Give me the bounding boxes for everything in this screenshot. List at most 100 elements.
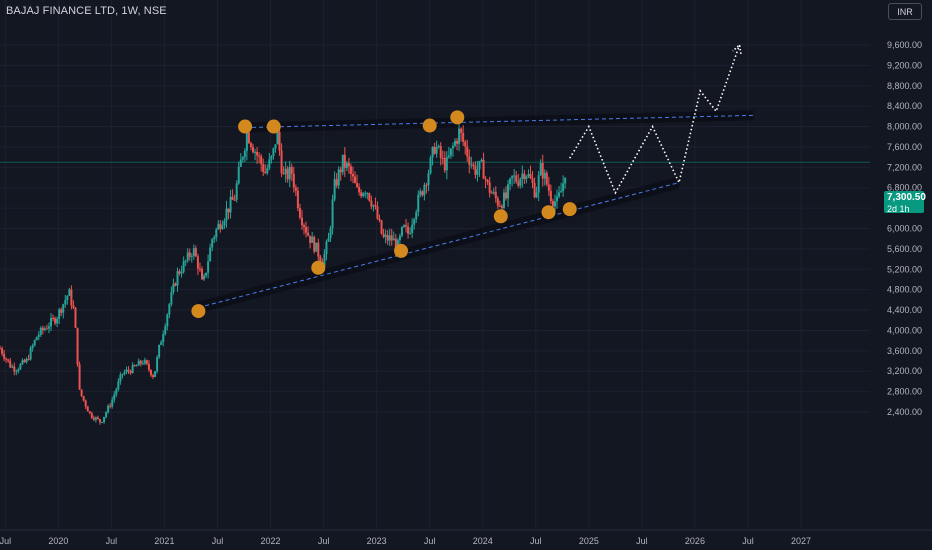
candle-body bbox=[311, 236, 314, 243]
candle-body bbox=[384, 234, 387, 237]
y-tick-label: 6,000.00 bbox=[887, 224, 922, 234]
candle-body bbox=[484, 178, 487, 180]
candle-body bbox=[558, 192, 561, 197]
candle-body bbox=[362, 193, 365, 197]
candle-body bbox=[68, 289, 71, 296]
candle-body bbox=[505, 192, 508, 199]
candle-body bbox=[286, 168, 289, 180]
candle-body bbox=[437, 146, 440, 148]
candle-body bbox=[523, 173, 526, 180]
candle-body bbox=[288, 167, 291, 180]
candle-body bbox=[176, 271, 179, 286]
projection-path bbox=[569, 43, 742, 195]
x-tick-label: Jul bbox=[742, 536, 754, 546]
candle-body bbox=[464, 141, 467, 147]
candle-body bbox=[211, 239, 214, 248]
candle-body bbox=[366, 193, 369, 195]
candle-body bbox=[482, 159, 485, 179]
candle-body bbox=[3, 353, 6, 359]
candle-body bbox=[166, 314, 169, 327]
candle-body bbox=[247, 132, 250, 144]
candle-body bbox=[178, 271, 181, 274]
candle-body bbox=[496, 198, 499, 206]
candle-body bbox=[264, 172, 267, 174]
candle-body bbox=[429, 157, 432, 174]
candle-body bbox=[88, 411, 91, 413]
peak-marker bbox=[422, 118, 437, 133]
candle-body bbox=[207, 261, 210, 273]
candle-body bbox=[329, 228, 332, 238]
candlestick-series bbox=[0, 120, 567, 425]
candle-body bbox=[70, 289, 73, 306]
candle-body bbox=[129, 371, 132, 373]
candle-body bbox=[194, 248, 197, 257]
candle-body bbox=[80, 389, 83, 397]
candle-body bbox=[164, 326, 167, 335]
candle-body bbox=[209, 247, 212, 262]
candle-body bbox=[17, 369, 20, 372]
trendlines bbox=[198, 114, 754, 308]
candle-body bbox=[309, 235, 312, 243]
candle-body bbox=[513, 175, 516, 177]
candle-body bbox=[137, 360, 140, 366]
candle-body bbox=[27, 358, 30, 360]
candle-body bbox=[101, 421, 104, 423]
candle-body bbox=[47, 326, 50, 329]
candle-body bbox=[451, 145, 454, 149]
y-tick-label: 8,800.00 bbox=[887, 81, 922, 91]
candle-body bbox=[511, 175, 514, 179]
candle-body bbox=[547, 184, 550, 191]
candle-body bbox=[431, 146, 434, 158]
candle-body bbox=[337, 169, 340, 186]
y-tick-label: 9,200.00 bbox=[887, 60, 922, 70]
lower-trendline bbox=[198, 182, 680, 308]
candle-body bbox=[280, 150, 283, 174]
x-tick-label: 2025 bbox=[579, 536, 599, 546]
candle-body bbox=[296, 190, 299, 208]
candle-body bbox=[7, 359, 10, 361]
candle-body bbox=[19, 364, 22, 370]
x-tick-label: 2023 bbox=[367, 536, 387, 546]
candle-body bbox=[188, 252, 191, 257]
candle-body bbox=[1, 348, 4, 354]
candle-body bbox=[466, 146, 469, 157]
candle-body bbox=[456, 141, 459, 144]
channel-bands bbox=[198, 110, 754, 314]
currency-button[interactable]: INR bbox=[888, 3, 922, 20]
upper-trendline bbox=[245, 114, 754, 129]
candle-body bbox=[560, 191, 563, 193]
candle-body bbox=[217, 223, 220, 230]
candle-body bbox=[50, 317, 53, 327]
candle-body bbox=[227, 208, 230, 213]
candle-body bbox=[447, 155, 450, 158]
peak-marker bbox=[266, 119, 281, 134]
x-tick-label: 2027 bbox=[791, 536, 811, 546]
candle-body bbox=[413, 219, 416, 225]
pivot-markers bbox=[191, 110, 577, 319]
candle-body bbox=[29, 348, 32, 360]
candle-body bbox=[186, 252, 189, 261]
candle-body bbox=[372, 205, 375, 207]
trough-marker bbox=[541, 205, 556, 220]
candle-body bbox=[205, 272, 208, 276]
trough-marker bbox=[562, 202, 577, 217]
x-tick-label: 2020 bbox=[48, 536, 68, 546]
y-tick-label: 8,400.00 bbox=[887, 101, 922, 111]
candle-body bbox=[56, 318, 59, 324]
candle-body bbox=[200, 269, 203, 280]
candle-body bbox=[305, 227, 308, 233]
candle-body bbox=[268, 159, 271, 169]
candle-body bbox=[545, 172, 548, 185]
candle-body bbox=[303, 224, 306, 228]
candle-body bbox=[498, 205, 501, 207]
candle-body bbox=[94, 417, 97, 420]
candle-body bbox=[527, 173, 530, 177]
candle-body bbox=[486, 179, 489, 183]
y-tick-label: 2,400.00 bbox=[887, 407, 922, 417]
candle-body bbox=[525, 176, 528, 180]
candle-body bbox=[256, 151, 259, 156]
candle-body bbox=[509, 178, 512, 185]
candle-body bbox=[360, 192, 363, 197]
x-tick-label: Jul bbox=[212, 536, 224, 546]
